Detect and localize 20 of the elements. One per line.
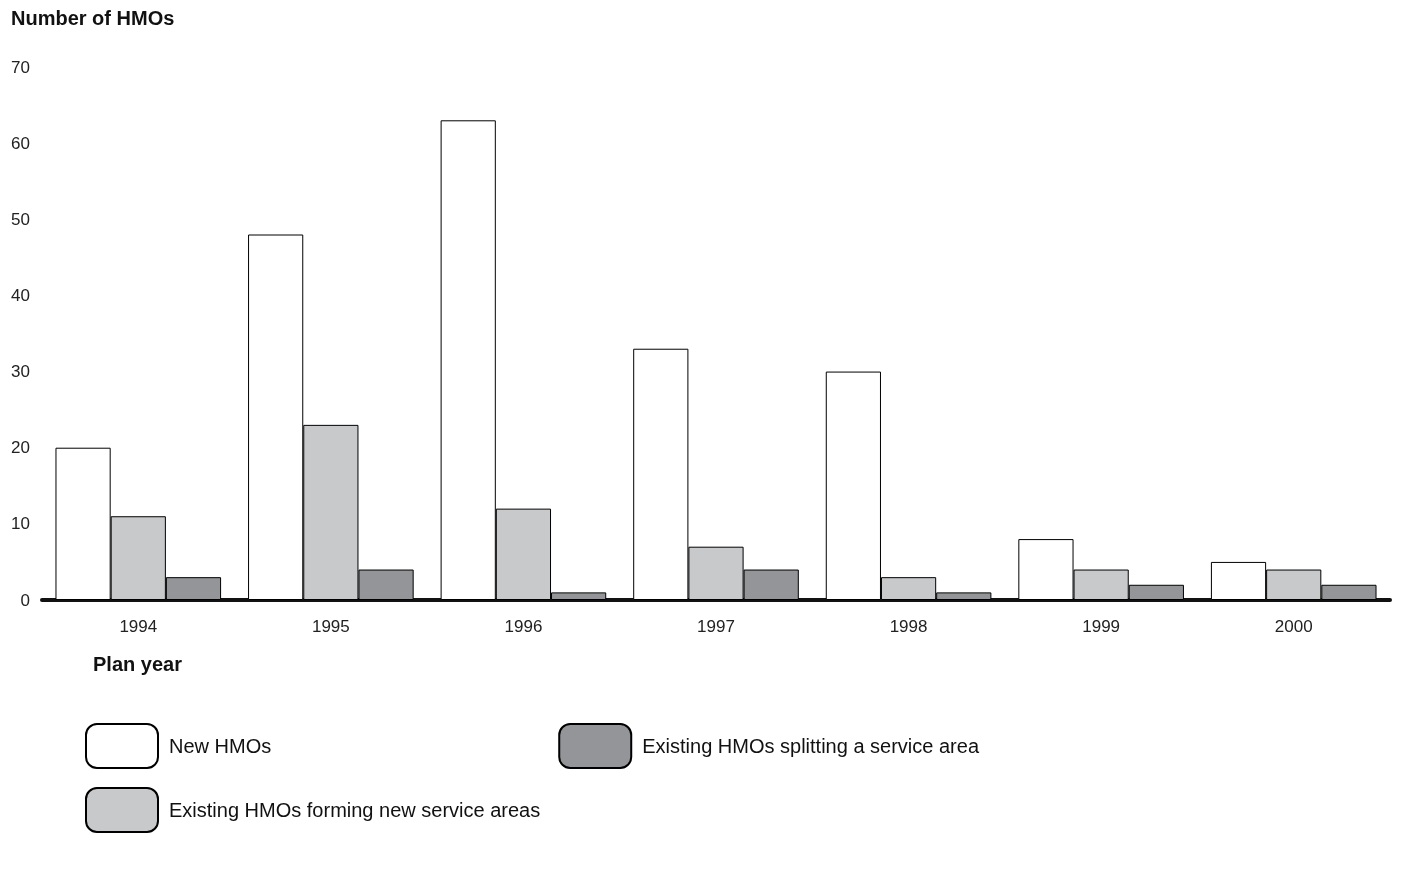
y-tick-label: 70 bbox=[11, 57, 30, 77]
legend-label: New HMOs bbox=[169, 735, 272, 757]
y-tick-label: 60 bbox=[11, 133, 30, 153]
y-tick-label: 0 bbox=[20, 590, 30, 610]
y-tick-label: 30 bbox=[11, 362, 30, 382]
y-tick-label: 10 bbox=[11, 514, 30, 534]
x-tick-label: 1997 bbox=[697, 617, 735, 636]
x-tick-label: 1999 bbox=[1082, 617, 1121, 636]
y-tick-label: 50 bbox=[11, 209, 30, 229]
x-tick-label: 1995 bbox=[311, 617, 350, 636]
legend-label: Existing HMOs forming new service areas bbox=[169, 799, 541, 821]
x-tick-label: 1996 bbox=[504, 617, 543, 636]
x-tick-label: 2000 bbox=[1274, 617, 1313, 636]
x-axis-title: Plan year bbox=[93, 653, 183, 675]
y-axis-title: Number of HMOs bbox=[11, 7, 175, 29]
y-tick-label: 20 bbox=[11, 438, 30, 458]
x-tick-label: 1994 bbox=[119, 617, 158, 636]
y-tick-label: 40 bbox=[11, 285, 30, 305]
x-tick-label: 1998 bbox=[889, 617, 928, 636]
legend-label: Existing HMOs splitting a service area bbox=[642, 735, 980, 757]
